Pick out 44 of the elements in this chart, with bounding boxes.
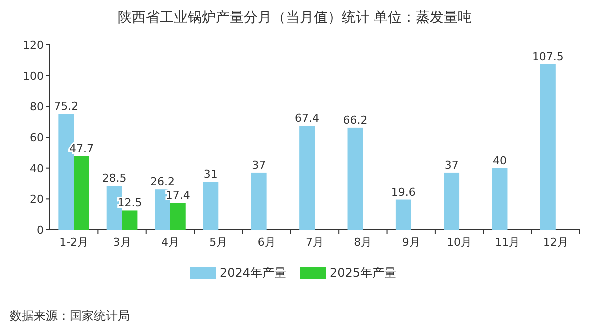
- legend-label: 2024年产量: [220, 266, 287, 280]
- y-tick-label: 100: [23, 70, 44, 83]
- bar: [348, 128, 364, 230]
- data-label: 37: [252, 158, 266, 172]
- y-tick-label: 20: [30, 193, 44, 206]
- x-tick-label: 10月: [447, 236, 472, 249]
- x-tick-label: 8月: [354, 236, 372, 249]
- data-label: 37: [444, 158, 459, 172]
- bar: [74, 156, 90, 230]
- x-tick-label: 12月: [543, 236, 568, 249]
- bar: [300, 126, 315, 230]
- data-label: 28.5: [102, 172, 127, 186]
- x-tick-label: 5月: [210, 236, 228, 249]
- x-tick-label: 11月: [495, 236, 520, 249]
- x-tick-label: 9月: [402, 236, 420, 249]
- bar: [492, 168, 508, 230]
- data-label: 67.4: [295, 112, 320, 126]
- data-label: 107.5: [532, 50, 564, 64]
- y-tick-label: 120: [23, 39, 44, 52]
- x-tick-label: 1-2月: [60, 236, 89, 249]
- chart-title: 陕西省工业锅炉产量分月（当月值）统计 单位：蒸发量吨: [118, 10, 472, 26]
- data-label: 40: [493, 154, 508, 168]
- bar: [396, 200, 412, 230]
- x-tick-label: 3月: [113, 236, 132, 249]
- legend-label: 2025年产量: [330, 266, 397, 280]
- bar: [251, 172, 267, 230]
- y-tick-label: 40: [30, 162, 44, 176]
- data-label: 31: [204, 168, 218, 182]
- y-tick-label: 80: [30, 100, 44, 114]
- y-tick-label: 60: [30, 132, 44, 144]
- x-tick-label: 7月: [306, 236, 324, 249]
- y-tick-label: 0: [37, 224, 44, 237]
- x-tick-label: 6月: [258, 236, 276, 249]
- data-label: 75.2: [54, 100, 79, 114]
- bar: [540, 64, 556, 230]
- bar: [444, 172, 460, 230]
- data-label: 26.2: [150, 176, 175, 189]
- data-label: 66.2: [343, 114, 368, 127]
- source-note: 数据来源：国家统计局: [10, 309, 130, 323]
- data-label: 19.6: [391, 186, 416, 199]
- bar: [203, 182, 219, 230]
- x-tick-label: 4月: [161, 236, 180, 249]
- bar: [170, 203, 186, 230]
- bar: [122, 210, 138, 230]
